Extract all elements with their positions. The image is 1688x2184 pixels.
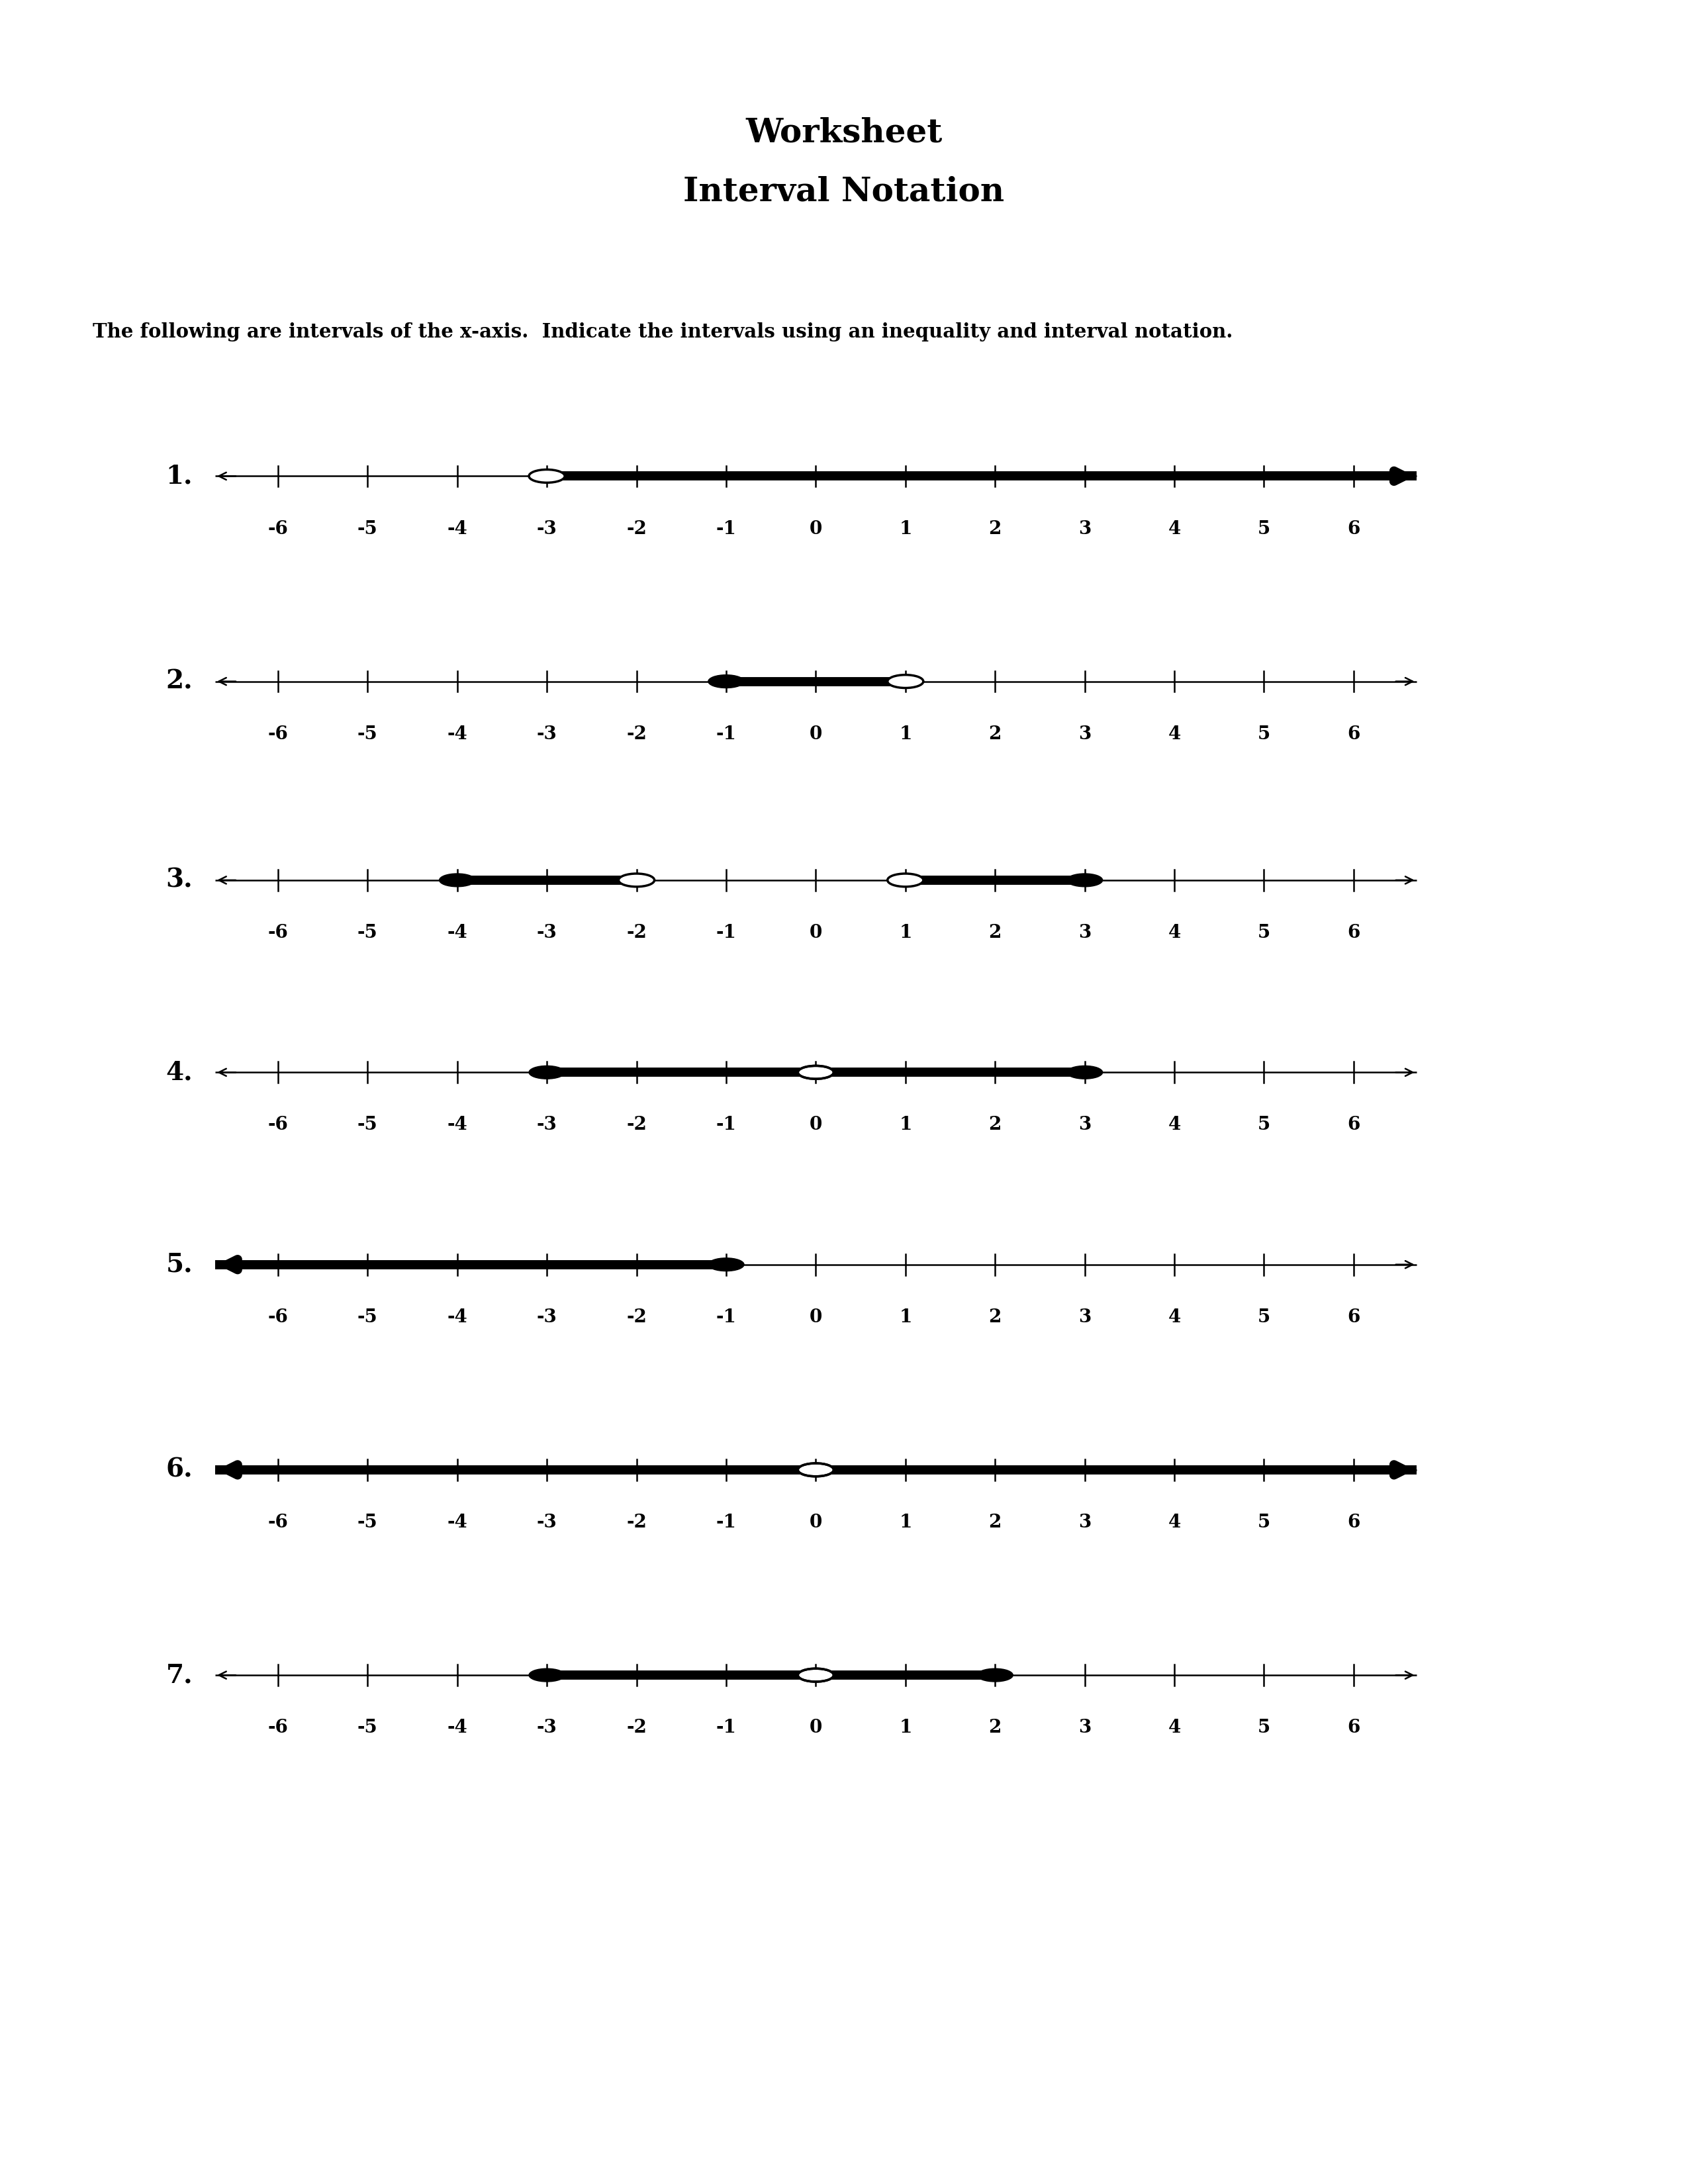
Text: Worksheet: Worksheet bbox=[746, 118, 942, 149]
Text: 2.: 2. bbox=[165, 668, 192, 695]
Text: 4.: 4. bbox=[165, 1059, 192, 1085]
Text: 6.: 6. bbox=[165, 1457, 192, 1483]
Circle shape bbox=[798, 1669, 834, 1682]
Circle shape bbox=[1067, 874, 1102, 887]
Circle shape bbox=[798, 1463, 834, 1476]
Circle shape bbox=[798, 1463, 834, 1476]
Circle shape bbox=[528, 1066, 565, 1079]
Text: The following are intervals of the x-axis.  Indicate the intervals using an ineq: The following are intervals of the x-axi… bbox=[93, 323, 1232, 341]
Text: 5.: 5. bbox=[165, 1251, 192, 1278]
Text: 7.: 7. bbox=[165, 1662, 192, 1688]
Text: 1.: 1. bbox=[165, 463, 192, 489]
Circle shape bbox=[439, 874, 474, 887]
Circle shape bbox=[798, 1669, 834, 1682]
Text: Interval Notation: Interval Notation bbox=[684, 177, 1004, 207]
Text: 3.: 3. bbox=[165, 867, 192, 893]
Circle shape bbox=[709, 675, 744, 688]
Circle shape bbox=[618, 874, 655, 887]
Circle shape bbox=[798, 1066, 834, 1079]
Circle shape bbox=[528, 470, 565, 483]
Circle shape bbox=[1067, 1066, 1102, 1079]
Circle shape bbox=[888, 675, 923, 688]
Circle shape bbox=[798, 1066, 834, 1079]
Circle shape bbox=[709, 1258, 744, 1271]
Circle shape bbox=[977, 1669, 1013, 1682]
Circle shape bbox=[888, 874, 923, 887]
Circle shape bbox=[528, 1669, 565, 1682]
